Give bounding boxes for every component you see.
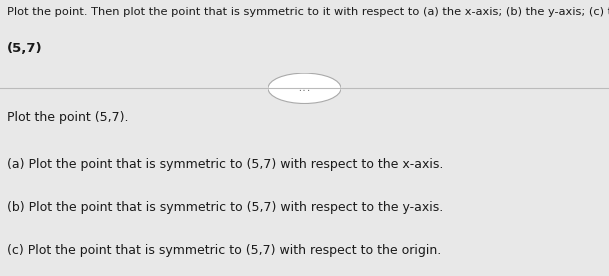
Text: (a) Plot the point that is symmetric to (5,7) with respect to the x-axis.: (a) Plot the point that is symmetric to … <box>7 158 444 171</box>
Text: (5,7): (5,7) <box>7 43 43 55</box>
Text: Plot the point (5,7).: Plot the point (5,7). <box>7 111 129 124</box>
Ellipse shape <box>268 73 341 104</box>
Text: Plot the point. Then plot the point that is symmetric to it with respect to (a) : Plot the point. Then plot the point that… <box>7 7 609 17</box>
Text: (b) Plot the point that is symmetric to (5,7) with respect to the y-axis.: (b) Plot the point that is symmetric to … <box>7 201 443 214</box>
Text: ...: ... <box>298 84 311 93</box>
Text: (c) Plot the point that is symmetric to (5,7) with respect to the origin.: (c) Plot the point that is symmetric to … <box>7 244 442 257</box>
